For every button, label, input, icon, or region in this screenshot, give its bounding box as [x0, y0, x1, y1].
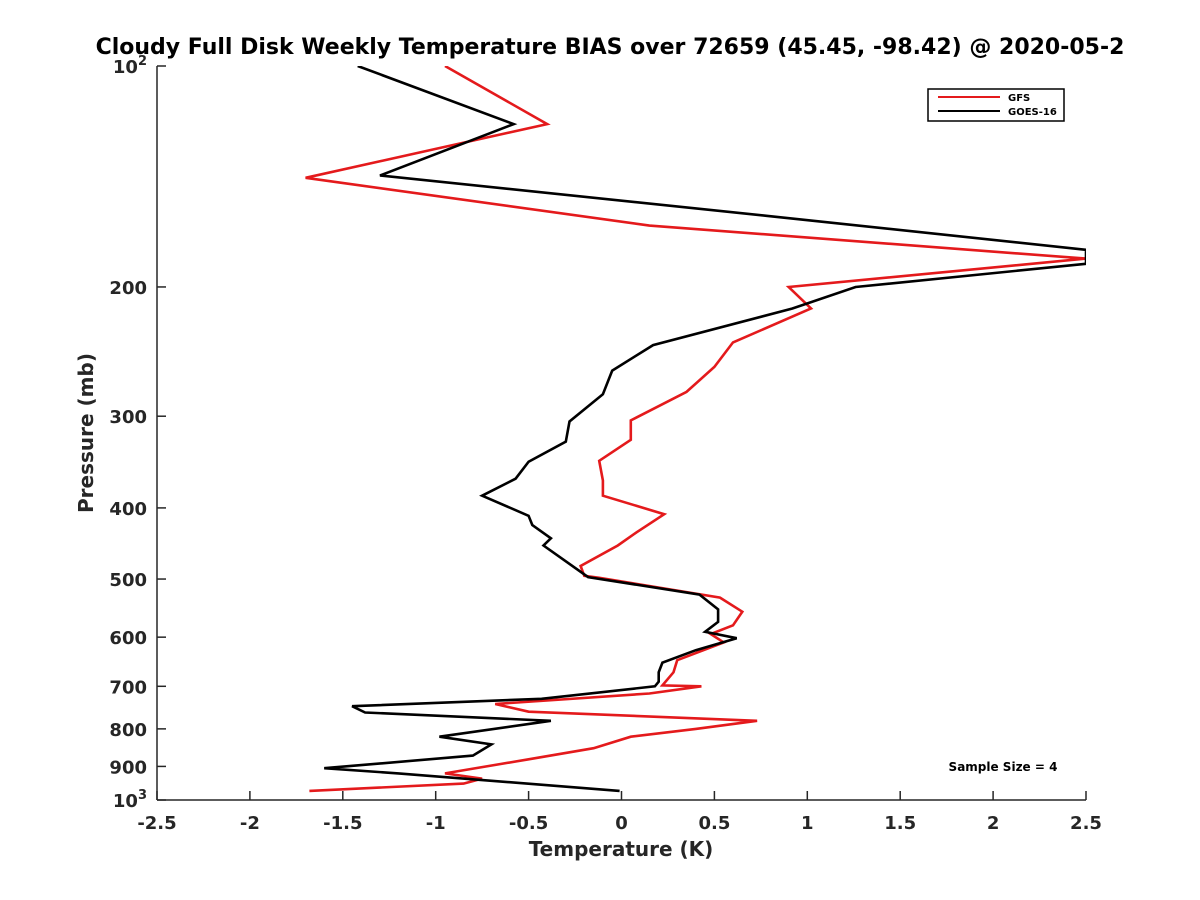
x-tick-label: 2.5: [1070, 813, 1102, 834]
x-axis-label: Temperature (K): [529, 837, 714, 861]
legend: GFS GOES-16: [927, 88, 1065, 122]
y-tick-label: 600: [109, 628, 147, 649]
x-tick-label: -2.5: [137, 813, 176, 834]
x-tick-label: 1: [801, 813, 814, 834]
y-tick-label: 400: [109, 499, 147, 520]
x-tick-label: -2: [240, 813, 260, 834]
y-tick-label: 700: [109, 677, 147, 698]
x-tick-label: 0: [615, 813, 628, 834]
y-tick-label: 102: [113, 54, 147, 78]
series-line-gfs: [305, 66, 1086, 793]
x-tick-label: -1: [426, 813, 446, 834]
chart-title: Cloudy Full Disk Weekly Temperature BIAS…: [96, 35, 1125, 60]
y-tick-label: 103: [113, 788, 147, 812]
y-tick-labels: 102 200 300 400 500 600 700 800 900 103: [109, 54, 147, 812]
y-tick-label: 500: [109, 570, 147, 591]
x-tick-labels: -2.5 -2 -1.5 -1 -0.5 0 0.5 1 1.5 2 2.5: [137, 813, 1102, 834]
axes-layer: [156, 65, 1087, 801]
x-tick-label: 1.5: [884, 813, 916, 834]
y-axis-label: Pressure (mb): [74, 353, 98, 513]
y-tick-label: 200: [109, 278, 147, 299]
y-tick-label: 800: [109, 720, 147, 741]
y-tick-label: 300: [109, 407, 147, 428]
x-tick-label: 2: [987, 813, 1000, 834]
y-tick-label: 900: [109, 757, 147, 778]
legend-box: [927, 88, 1065, 122]
x-tick-label: -0.5: [509, 813, 548, 834]
x-tick-label: 0.5: [698, 813, 730, 834]
legend-label-goes16: GOES-16: [1008, 107, 1057, 118]
x-tick-label: -1.5: [323, 813, 362, 834]
sample-size-annotation: Sample Size = 4: [949, 760, 1058, 774]
legend-label-gfs: GFS: [1008, 93, 1030, 104]
series-layer: [305, 66, 1086, 793]
series-line-goes16: [324, 66, 1086, 793]
